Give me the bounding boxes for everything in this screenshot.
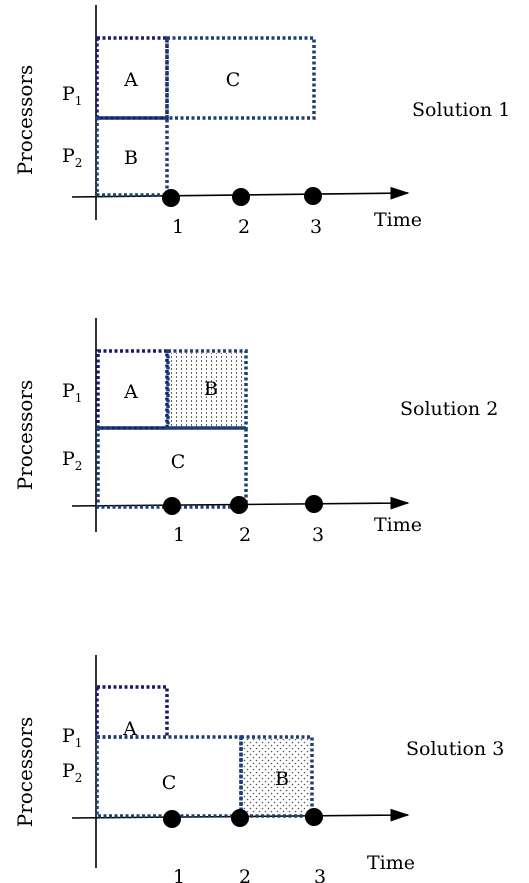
time-tick-label: 2: [239, 524, 251, 546]
solution-label: Solution 3: [406, 738, 504, 760]
task-label-b: B: [275, 768, 289, 790]
time-tick-label: 2: [238, 216, 250, 238]
solution-3-diagram: Processors P1 P2 A C B 1 2 3 Time Soluti…: [13, 655, 504, 883]
time-tick-dot: [231, 809, 249, 827]
time-tick-dot: [162, 189, 180, 207]
time-tick-dot: [163, 497, 181, 515]
time-tick-label: 1: [173, 524, 185, 546]
time-axis-label: Time: [374, 514, 422, 536]
y-axis-label: Processors: [13, 380, 37, 491]
task-label-b: B: [204, 378, 218, 400]
time-tick-label: 3: [314, 866, 326, 883]
time-tick-dot: [232, 188, 250, 206]
solution-label: Solution 2: [400, 398, 498, 420]
task-label-a: A: [123, 381, 138, 403]
solution-label: Solution 1: [412, 99, 510, 121]
task-box-b-fill: [169, 353, 245, 426]
time-tick-dot: [163, 810, 181, 828]
task-box-c: [96, 426, 248, 509]
y-axis-label: Processors: [13, 717, 37, 828]
task-label-c: C: [162, 772, 177, 794]
task-label-a: A: [122, 718, 137, 740]
time-tick-dot: [305, 808, 323, 826]
processor-label-1: P1: [62, 83, 82, 108]
time-tick-dot: [304, 187, 322, 205]
time-tick-dot: [305, 495, 323, 513]
time-axis-label: Time: [374, 209, 422, 231]
time-tick-label: 1: [173, 866, 185, 883]
task-box-b: [239, 735, 314, 818]
processor-label-2: P2: [62, 448, 82, 473]
processor-label-1: P1: [62, 725, 82, 750]
task-label-c: C: [226, 69, 241, 91]
task-box-b: [95, 116, 169, 197]
task-label-b: B: [124, 147, 138, 169]
task-box-c: [165, 36, 316, 120]
time-tick-label: 1: [172, 216, 184, 238]
time-axis-label: Time: [367, 852, 415, 874]
processor-label-1: P1: [62, 380, 82, 405]
y-axis-label: Processors: [13, 65, 37, 176]
processor-label-2: P2: [62, 145, 82, 170]
task-box-b: [166, 349, 248, 430]
task-box-b-fill: [243, 739, 310, 814]
processor-label-2: P2: [62, 760, 82, 785]
time-tick-dot: [230, 496, 248, 514]
task-label-c: C: [171, 451, 186, 473]
solution-1-diagram: Processors P1 P2 A C B 1 2 3 Time Soluti…: [13, 5, 510, 238]
solution-2-diagram: Processors P1 P2 A B C 1 2 3 Time Soluti…: [13, 318, 498, 546]
time-tick-label: 3: [312, 524, 324, 546]
time-tick-label: 2: [239, 866, 251, 883]
time-tick-label: 3: [310, 216, 322, 238]
task-label-a: A: [123, 69, 138, 91]
